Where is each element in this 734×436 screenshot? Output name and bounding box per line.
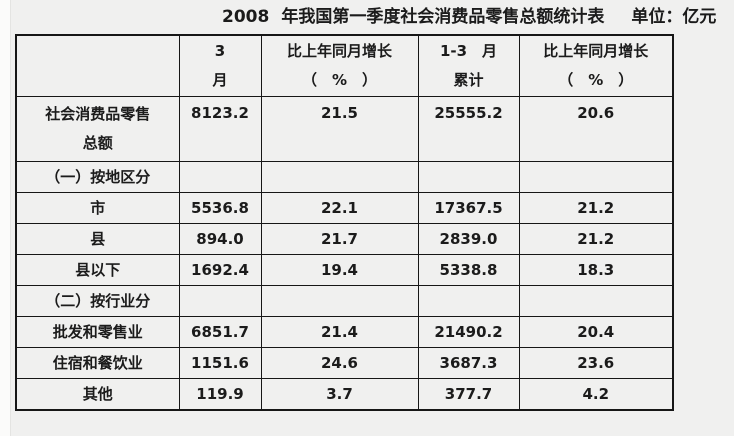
header-col-yoy-growth-q1: 比上年同月增长 （ % ） [518, 34, 674, 97]
cell-value: 5338.8 [417, 254, 520, 286]
cell-value: 119.9 [178, 378, 262, 411]
table-row-lodging-catering: 住宿和餐饮业 1151.6 24.6 3687.3 23.6 [15, 347, 674, 379]
row-label: 住宿和餐饮业 [15, 347, 180, 379]
cell-value: 377.7 [417, 378, 520, 411]
cell-value [417, 285, 520, 317]
cell-value: 25555.2 [417, 96, 520, 162]
table-row-group-by-region: （一）按地区分 [15, 161, 674, 193]
page-left-margin [0, 0, 11, 436]
row-label: 其他 [15, 378, 180, 411]
cell-value: 2839.0 [417, 223, 520, 255]
cell-value: 21.4 [260, 316, 419, 348]
cell-value: 5536.8 [178, 192, 262, 224]
cell-value: 22.1 [260, 192, 419, 224]
title-unit: 单位：亿元 [631, 7, 717, 27]
cell-value: 6851.7 [178, 316, 262, 348]
table-row-county: 县 894.0 21.7 2839.0 21.2 [15, 223, 674, 255]
cell-value: 1692.4 [178, 254, 262, 286]
cell-value: 20.6 [518, 96, 674, 162]
title-text: 年我国第一季度社会消费品零售总额统计表 [281, 7, 605, 27]
cell-value: 18.3 [518, 254, 674, 286]
cell-value: 894.0 [178, 223, 262, 255]
table-row-group-by-industry: （二）按行业分 [15, 285, 674, 317]
cell-value: 21.5 [260, 96, 419, 162]
row-label: 县以下 [15, 254, 180, 286]
table-row-total: 社会消费品零售 总额 8123.2 21.5 25555.2 20.6 [15, 96, 674, 162]
cell-value: 21.2 [518, 223, 674, 255]
cell-value: 19.4 [260, 254, 419, 286]
cell-value: 20.4 [518, 316, 674, 348]
row-label: 市 [15, 192, 180, 224]
cell-value [178, 161, 262, 193]
row-label: （一）按地区分 [15, 161, 180, 193]
page-title: 2008 年我国第一季度社会消费品零售总额统计表 单位：亿元 [222, 6, 716, 28]
header-col-q1-cumulative: 1-3 月 累计 [417, 34, 520, 97]
cell-value [260, 285, 419, 317]
table-row-other: 其他 119.9 3.7 377.7 4.2 [15, 378, 674, 411]
table-row-city: 市 5536.8 22.1 17367.5 21.2 [15, 192, 674, 224]
row-label: 县 [15, 223, 180, 255]
retail-statistics-table: 3 月 比上年同月增长 （ % ） 1-3 月 累计 比上年同月增长 （ % ）… [15, 34, 674, 411]
header-empty-cell [15, 34, 180, 97]
title-year: 2008 [222, 7, 270, 27]
cell-value: 1151.6 [178, 347, 262, 379]
row-label: 社会消费品零售 总额 [15, 96, 180, 162]
row-label: （二）按行业分 [15, 285, 180, 317]
table-row-below-county: 县以下 1692.4 19.4 5338.8 18.3 [15, 254, 674, 286]
cell-value: 3.7 [260, 378, 419, 411]
cell-value [518, 161, 674, 193]
cell-value [178, 285, 262, 317]
cell-value: 23.6 [518, 347, 674, 379]
cell-value [417, 161, 520, 193]
table-row-wholesale-retail: 批发和零售业 6851.7 21.4 21490.2 20.4 [15, 316, 674, 348]
header-col-march: 3 月 [178, 34, 262, 97]
cell-value [260, 161, 419, 193]
table-header-row: 3 月 比上年同月增长 （ % ） 1-3 月 累计 比上年同月增长 （ % ） [15, 34, 674, 97]
cell-value: 21.2 [518, 192, 674, 224]
header-col-yoy-growth-march: 比上年同月增长 （ % ） [260, 34, 419, 97]
cell-value: 21490.2 [417, 316, 520, 348]
cell-value: 21.7 [260, 223, 419, 255]
cell-value: 8123.2 [178, 96, 262, 162]
cell-value: 24.6 [260, 347, 419, 379]
row-label: 批发和零售业 [15, 316, 180, 348]
cell-value [518, 285, 674, 317]
cell-value: 4.2 [518, 378, 674, 411]
cell-value: 17367.5 [417, 192, 520, 224]
cell-value: 3687.3 [417, 347, 520, 379]
